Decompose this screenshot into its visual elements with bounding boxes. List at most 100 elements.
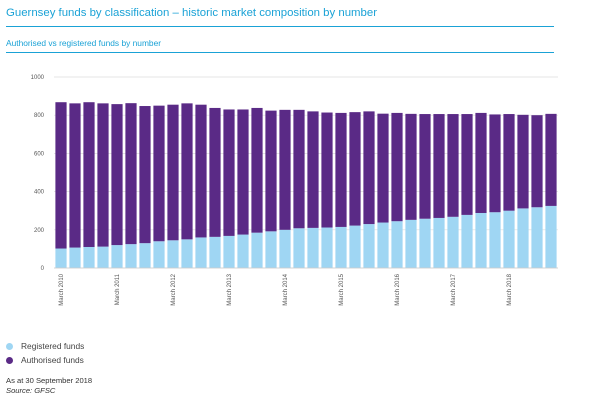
bar-registered: [447, 216, 459, 268]
bar-authorised: [167, 104, 179, 241]
source-note: Source: GFSC: [6, 386, 56, 395]
x-tick-label: March 2014: [283, 273, 289, 305]
bar-registered: [433, 217, 445, 268]
bar-registered: [55, 248, 67, 268]
bar-authorised: [181, 103, 193, 240]
bar-authorised: [209, 107, 221, 237]
bar-authorised: [69, 103, 81, 248]
bar-authorised: [237, 109, 249, 235]
bar-registered: [349, 225, 361, 268]
bar-authorised: [489, 114, 501, 213]
bar-registered: [69, 247, 81, 268]
bar-authorised: [223, 109, 235, 236]
bar-authorised: [363, 111, 375, 225]
bar-registered: [545, 205, 557, 268]
bar-registered: [125, 244, 137, 269]
bar-authorised: [153, 105, 165, 242]
x-tick-label: March 2011: [115, 273, 121, 305]
bar-authorised: [335, 112, 347, 227]
bar-authorised: [139, 106, 151, 244]
bar-registered: [335, 226, 347, 268]
bar-registered: [503, 210, 515, 268]
bar-authorised: [405, 113, 417, 220]
legend-item-authorised: Authorised funds: [6, 354, 84, 366]
bar-authorised: [517, 114, 529, 209]
title-divider: [6, 26, 554, 27]
bar-registered: [461, 214, 473, 268]
bar-registered: [97, 246, 109, 268]
y-tick-label: 1000: [31, 75, 45, 81]
x-tick-label: March 2018: [507, 273, 513, 305]
legend-label-authorised: Authorised funds: [21, 355, 84, 365]
bar-registered: [195, 237, 207, 268]
bar-registered: [405, 219, 417, 268]
bar-registered: [517, 208, 529, 268]
bar-authorised: [475, 112, 487, 213]
bar-authorised: [503, 114, 515, 211]
bar-registered: [181, 239, 193, 268]
bar-registered: [237, 234, 249, 268]
bar-authorised: [391, 112, 403, 222]
bar-authorised: [251, 107, 263, 233]
x-tick-label: March 2015: [339, 273, 345, 305]
bar-registered: [83, 246, 95, 268]
bar-registered: [139, 243, 151, 268]
bar-authorised: [433, 114, 445, 218]
bar-authorised: [447, 114, 459, 217]
bar-authorised: [531, 115, 543, 208]
bar-authorised: [349, 112, 361, 226]
bar-registered: [209, 236, 221, 268]
stacked-bar-chart: 0 200 400 600 800 1000 March 2010 March 2011 Mar…: [31, 75, 558, 306]
legend-item-registered: Registered funds: [6, 340, 84, 352]
bar-registered: [377, 222, 389, 268]
bar-authorised: [419, 114, 431, 219]
y-tick-label: 200: [34, 228, 45, 234]
bar-registered: [307, 227, 319, 268]
y-tick-label: 800: [34, 113, 45, 119]
bar-registered: [251, 232, 263, 268]
bar-registered: [223, 235, 235, 268]
bar-registered: [265, 231, 277, 268]
bar-registered: [293, 228, 305, 268]
bar-authorised: [195, 104, 207, 238]
bar-registered: [531, 207, 543, 268]
bar-authorised: [307, 111, 319, 228]
bar-registered: [167, 240, 179, 268]
x-tick-label: March 2013: [227, 273, 233, 305]
chart-legend: Registered funds Authorised funds: [6, 340, 84, 368]
bar-registered: [363, 224, 375, 268]
x-tick-label: March 2017: [451, 273, 457, 305]
legend-label-registered: Registered funds: [21, 341, 85, 351]
subtitle-divider: [6, 52, 554, 53]
bar-registered: [391, 221, 403, 268]
bar-authorised: [265, 110, 277, 232]
bar-authorised: [461, 114, 473, 215]
chart-subtitle: Authorised vs registered funds by number: [6, 38, 162, 48]
bar-registered: [475, 212, 487, 268]
chart-title: Guernsey funds by classification – histo…: [6, 7, 377, 19]
footnote: As at 30 September 2018 Source: GFSC: [6, 376, 92, 396]
bar-registered: [153, 241, 165, 268]
bar-authorised: [83, 102, 95, 247]
y-tick-label: 600: [34, 151, 45, 157]
authorised-swatch: [6, 356, 13, 364]
bar-registered: [111, 245, 123, 268]
registered-swatch: [6, 342, 13, 350]
bar-authorised: [125, 103, 137, 245]
y-tick-label: 0: [41, 266, 45, 272]
bar-authorised: [545, 113, 557, 206]
bar-authorised: [111, 104, 123, 246]
bar-authorised: [293, 109, 305, 229]
bar-authorised: [97, 103, 109, 247]
x-tick-label: March 2010: [59, 273, 65, 305]
x-tick-label: March 2012: [171, 273, 177, 305]
bar-authorised: [279, 109, 291, 230]
bar-authorised: [321, 112, 333, 228]
bar-registered: [489, 212, 501, 268]
as-at-date: As at 30 September 2018: [6, 376, 93, 385]
bar-registered: [321, 227, 333, 268]
x-tick-label: March 2016: [395, 273, 401, 305]
bar-registered: [419, 218, 431, 268]
bar-registered: [279, 229, 291, 268]
bar-authorised: [377, 113, 389, 223]
